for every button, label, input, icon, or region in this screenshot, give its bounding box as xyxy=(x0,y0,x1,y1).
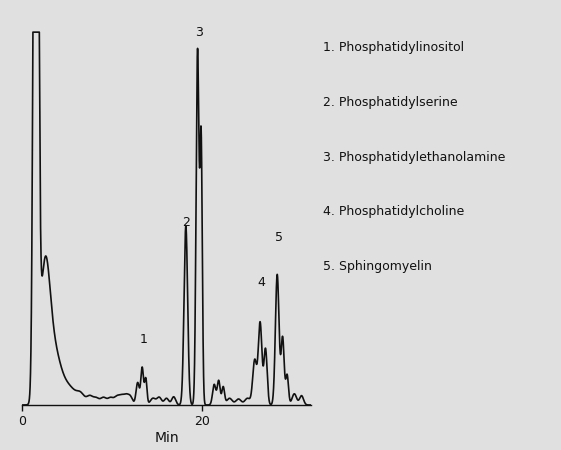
Text: 4. Phosphatidylcholine: 4. Phosphatidylcholine xyxy=(323,205,464,218)
Text: 2: 2 xyxy=(182,216,190,229)
Text: 5: 5 xyxy=(275,231,283,244)
X-axis label: Min: Min xyxy=(154,431,179,445)
Text: 2. Phosphatidylserine: 2. Phosphatidylserine xyxy=(323,96,457,109)
Text: 1. Phosphatidylinositol: 1. Phosphatidylinositol xyxy=(323,41,464,54)
Text: 3: 3 xyxy=(195,26,203,39)
Text: 4: 4 xyxy=(257,276,265,288)
Text: 1: 1 xyxy=(140,333,148,346)
Text: 3. Phosphatidylethanolamine: 3. Phosphatidylethanolamine xyxy=(323,150,505,163)
Text: 5. Sphingomyelin: 5. Sphingomyelin xyxy=(323,260,431,273)
